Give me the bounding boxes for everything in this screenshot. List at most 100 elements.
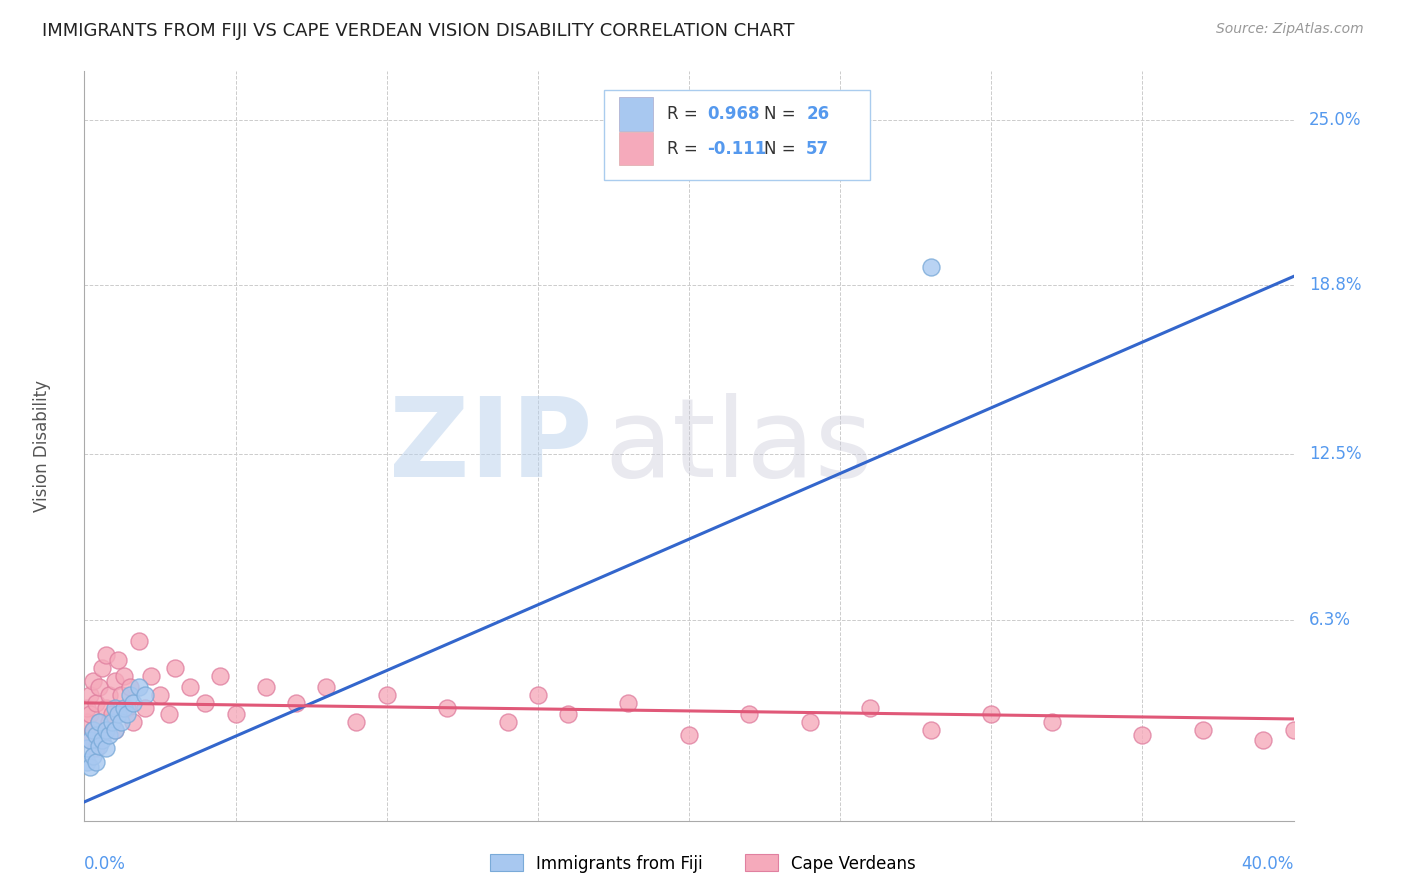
Point (139, 669, 162, 683)
Point (1040, 714, 1063, 729)
Point (738, 706, 761, 721)
Point (79, 733, 101, 747)
Point (76, 701, 98, 715)
Point (112, 669, 135, 683)
Point (436, 701, 458, 715)
Text: 6.3%: 6.3% (1309, 611, 1351, 629)
Point (285, 696, 308, 710)
Point (86, 741, 108, 756)
FancyBboxPatch shape (605, 90, 870, 180)
Point (134, 688, 156, 702)
Point (617, 696, 640, 710)
Point (557, 706, 579, 721)
Text: 12.5%: 12.5% (1309, 445, 1361, 463)
Legend: Immigrants from Fiji, Cape Verdeans: Immigrants from Fiji, Cape Verdeans (484, 847, 922, 880)
Point (91, 733, 114, 747)
Point (1282, 723, 1305, 737)
Point (315, 680, 337, 694)
Point (118, 680, 141, 694)
Point (91, 728, 114, 742)
Point (110, 688, 132, 702)
Point (107, 706, 129, 721)
Point (94, 701, 117, 715)
Point (112, 701, 135, 715)
Text: -0.111: -0.111 (707, 139, 766, 158)
Point (194, 696, 217, 710)
Text: 40.0%: 40.0% (1241, 855, 1294, 873)
Text: 57: 57 (806, 139, 830, 158)
Point (104, 723, 127, 737)
Point (76, 755, 98, 769)
Point (76, 714, 98, 729)
Point (94, 741, 117, 756)
Point (79, 760, 101, 774)
Point (79, 733, 101, 747)
Point (128, 680, 150, 694)
Point (375, 688, 398, 702)
Point (118, 688, 141, 702)
Point (346, 714, 368, 729)
Point (104, 701, 127, 715)
Point (104, 723, 127, 737)
Text: ZIP: ZIP (389, 392, 592, 500)
Point (134, 701, 156, 715)
Point (225, 706, 247, 721)
Point (209, 669, 232, 683)
Point (496, 714, 519, 729)
Point (82, 674, 104, 689)
Point (115, 706, 138, 721)
Point (121, 696, 143, 710)
Point (89, 714, 111, 729)
Point (1192, 723, 1215, 737)
Text: 18.8%: 18.8% (1309, 277, 1361, 294)
FancyBboxPatch shape (619, 97, 652, 131)
Point (110, 714, 132, 729)
Point (980, 706, 1002, 721)
Text: 26: 26 (806, 105, 830, 123)
Text: R =: R = (668, 105, 703, 123)
Point (121, 714, 143, 729)
Point (89, 714, 111, 729)
Point (157, 706, 180, 721)
Point (527, 688, 550, 702)
Text: N =: N = (763, 139, 801, 158)
Point (97, 728, 120, 742)
Point (920, 260, 942, 274)
Text: R =: R = (668, 139, 703, 158)
FancyBboxPatch shape (619, 132, 652, 165)
Point (799, 714, 821, 729)
Point (107, 653, 129, 667)
Point (100, 706, 122, 721)
Text: Vision Disability: Vision Disability (32, 380, 51, 512)
Point (94, 723, 117, 737)
Point (100, 714, 122, 729)
Point (859, 701, 882, 715)
Point (1130, 728, 1153, 742)
Text: 0.968: 0.968 (707, 105, 759, 123)
Point (76, 741, 98, 756)
Point (79, 688, 101, 702)
Point (82, 723, 104, 737)
Point (1253, 733, 1275, 747)
Point (86, 728, 108, 742)
Point (86, 696, 108, 710)
Point (79, 706, 101, 721)
Point (94, 648, 117, 662)
Point (678, 728, 700, 742)
Point (89, 680, 111, 694)
Text: 0.0%: 0.0% (84, 855, 127, 873)
Point (115, 701, 138, 715)
Text: atlas: atlas (605, 392, 873, 500)
Point (89, 739, 111, 753)
Text: Source: ZipAtlas.com: Source: ZipAtlas.com (1216, 22, 1364, 37)
Point (104, 674, 127, 689)
Point (91, 661, 114, 675)
Point (86, 755, 108, 769)
Point (254, 680, 277, 694)
Point (82, 723, 104, 737)
Point (179, 680, 201, 694)
Text: 25.0%: 25.0% (1309, 111, 1361, 128)
Point (97, 688, 120, 702)
Point (128, 634, 150, 648)
Point (920, 723, 942, 737)
